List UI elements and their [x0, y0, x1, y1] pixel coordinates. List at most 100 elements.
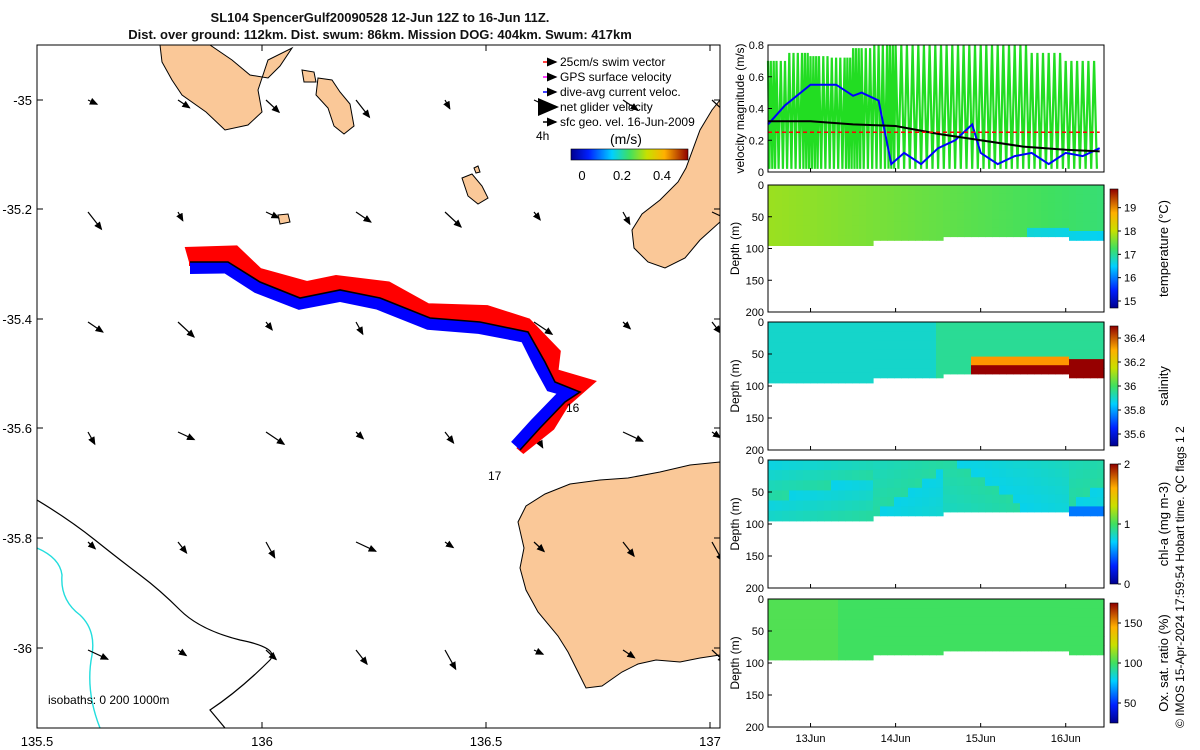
section-cell [950, 330, 958, 340]
section-cell [978, 330, 986, 340]
section-cell [1055, 210, 1063, 220]
section-cell [887, 349, 895, 360]
section-cell [887, 645, 895, 656]
section-cell [894, 203, 902, 214]
section-cell [1090, 645, 1098, 656]
section-cell [859, 599, 867, 610]
section-cell [936, 359, 944, 369]
section-cell [1041, 185, 1049, 195]
section-cell [768, 490, 776, 502]
section-cell [894, 608, 902, 619]
section-cell [817, 195, 825, 206]
section-cell [1041, 642, 1049, 652]
section-cell [985, 210, 993, 220]
legend-label: sfc geo. vel. 16-Jun-2009 [560, 115, 695, 129]
velocity-ytick-label: 0.6 [749, 72, 764, 84]
section-cell [971, 193, 979, 203]
section-cell [796, 372, 804, 384]
section-colorbar-label: 17 [1124, 249, 1136, 261]
section-cell [831, 332, 839, 343]
velocity-ytick-label: 0.4 [749, 104, 764, 116]
section-cell [1083, 194, 1091, 204]
section-cell [1013, 477, 1021, 487]
section-cell [929, 212, 937, 223]
section-cell [775, 460, 783, 471]
section-cell [873, 497, 881, 507]
section-colorbar-label: 15 [1124, 296, 1136, 308]
section-cell [887, 194, 895, 204]
section-cell [817, 599, 825, 610]
section-cell [1055, 633, 1063, 643]
section-cell [1013, 485, 1021, 496]
section-cell [845, 372, 853, 384]
section-panel: 0 50 100 150 200 Depth (m) 50 100 150 Ox. sat. ra… [728, 594, 1171, 734]
section-cell [775, 609, 783, 620]
section-cell [999, 494, 1007, 504]
section-colorbar-title: Ox. sat. ratio (%) [1156, 614, 1171, 712]
section-cell [803, 639, 811, 651]
section-cell [1034, 503, 1042, 513]
section-cell [1034, 365, 1042, 375]
section-cell [1097, 349, 1105, 360]
section-cell [915, 487, 923, 498]
section-cell [768, 470, 776, 481]
section-cell [789, 599, 797, 610]
section-cell [880, 331, 888, 342]
section-cell [971, 210, 979, 220]
section-cell [1069, 331, 1077, 342]
section-cell [1062, 460, 1070, 470]
section-cell [1013, 347, 1021, 358]
section-cell [1027, 339, 1035, 349]
section-cell [1027, 356, 1035, 366]
section-cell [957, 494, 965, 504]
section-cell [957, 633, 965, 643]
section-cell [1076, 645, 1084, 656]
map-frame [36, 44, 721, 729]
section-cell [845, 609, 853, 620]
section-cell [1083, 497, 1091, 507]
section-cell [1090, 231, 1098, 241]
section-cell [845, 205, 853, 216]
section-cell [873, 349, 881, 360]
island-small-2 [301, 69, 317, 83]
section-cell [1090, 359, 1098, 369]
section-cell [789, 490, 797, 502]
section-cell [1020, 227, 1028, 238]
section-cell [964, 185, 972, 195]
section-cell [789, 185, 797, 196]
section-cell [901, 368, 909, 379]
section-cell [852, 480, 860, 491]
section-cell [964, 365, 972, 375]
section-cell [929, 599, 937, 609]
section-cell [1055, 365, 1063, 375]
section-cell [831, 235, 839, 246]
section-cell [922, 645, 930, 656]
section-cell [999, 339, 1007, 349]
section-cell [936, 221, 944, 232]
section-cell [999, 599, 1007, 609]
map-ytick-label: -36 [13, 641, 32, 656]
section-cell [992, 477, 1000, 487]
section-cell [901, 460, 909, 470]
section-cell [1041, 193, 1049, 203]
section-cell [796, 619, 804, 630]
velocity-arrow [177, 99, 191, 109]
velocity-ytick-label: 0 [758, 167, 764, 179]
section-cell [789, 619, 797, 630]
section-cell [901, 506, 909, 517]
section-ylabel: Depth (m) [728, 497, 742, 550]
section-cell [908, 231, 916, 241]
section-cell [852, 225, 860, 236]
section-cell [817, 500, 825, 512]
section-cell [1041, 460, 1049, 470]
section-cell [1069, 349, 1077, 360]
section-cell [1020, 330, 1028, 340]
section-cell [894, 368, 902, 379]
section-cell [957, 210, 965, 220]
section-cell [1048, 599, 1056, 609]
section-cell [964, 624, 972, 635]
section-cell [957, 193, 965, 203]
section-cell [845, 639, 853, 651]
section-cell [824, 215, 832, 226]
section-cell [1020, 599, 1028, 609]
